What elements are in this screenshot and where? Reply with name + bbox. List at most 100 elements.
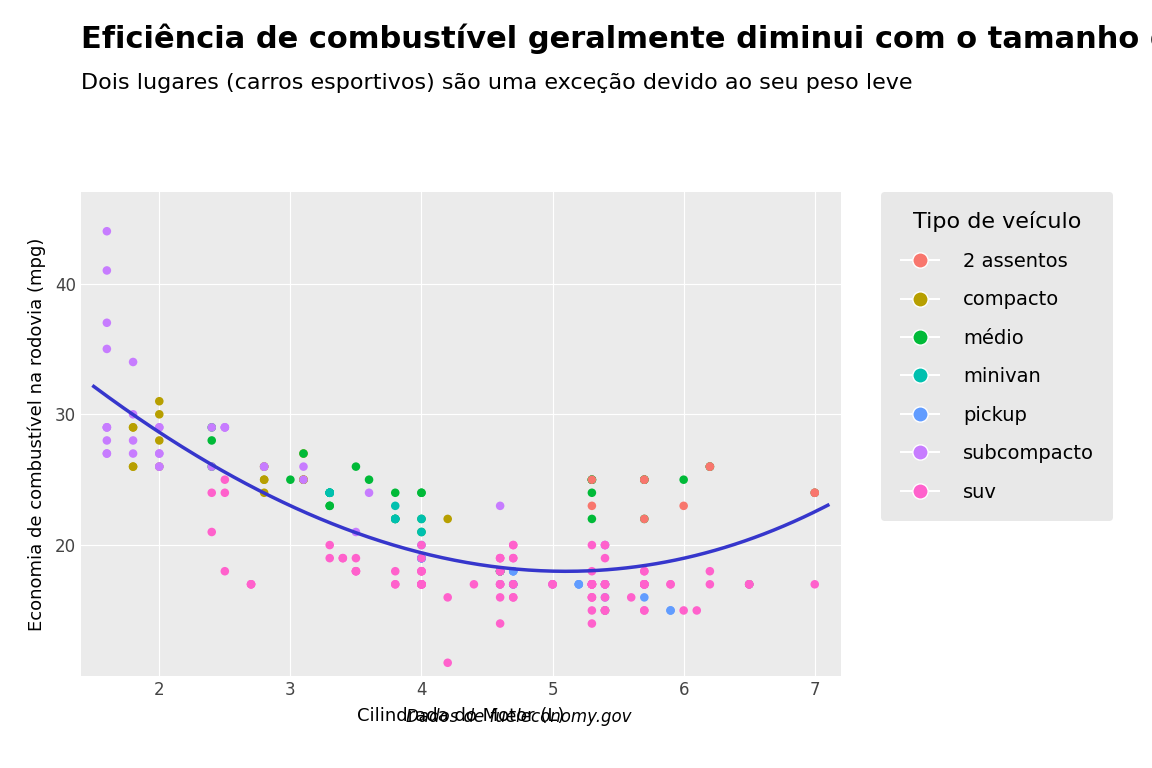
Point [583, 578, 601, 591]
Point [583, 474, 601, 486]
Point [505, 539, 523, 551]
Point [412, 552, 431, 564]
Point [294, 474, 312, 486]
Point [505, 578, 523, 591]
Point [412, 578, 431, 591]
Point [661, 604, 680, 617]
Point [583, 487, 601, 499]
Point [635, 474, 653, 486]
Point [544, 578, 562, 591]
Point [635, 474, 653, 486]
Point [386, 578, 404, 591]
Point [635, 604, 653, 617]
Text: Dados de fueleconomy.gov: Dados de fueleconomy.gov [406, 708, 631, 726]
Point [491, 565, 509, 578]
Point [596, 578, 614, 591]
Point [505, 578, 523, 591]
Point [255, 461, 273, 473]
Point [412, 539, 431, 551]
Point [635, 474, 653, 486]
Point [583, 578, 601, 591]
Point [281, 474, 300, 486]
Point [583, 591, 601, 604]
Point [635, 513, 653, 525]
Point [491, 552, 509, 564]
Point [491, 565, 509, 578]
Point [203, 435, 221, 447]
Point [505, 565, 523, 578]
Point [505, 591, 523, 604]
Point [412, 578, 431, 591]
Point [596, 539, 614, 551]
Point [688, 604, 706, 617]
Point [635, 578, 653, 591]
Point [386, 487, 404, 499]
Point [635, 578, 653, 591]
Point [347, 565, 365, 578]
Point [661, 578, 680, 591]
Point [386, 513, 404, 525]
Point [347, 565, 365, 578]
Point [505, 591, 523, 604]
Point [203, 461, 221, 473]
Point [596, 539, 614, 551]
Point [215, 565, 234, 578]
Point [412, 578, 431, 591]
Point [583, 591, 601, 604]
Point [150, 395, 168, 407]
Point [596, 578, 614, 591]
Point [635, 513, 653, 525]
Point [505, 578, 523, 591]
Point [674, 500, 692, 512]
Point [439, 657, 457, 669]
X-axis label: Cilindrada do Motor (L): Cilindrada do Motor (L) [357, 707, 564, 725]
Point [412, 526, 431, 538]
Point [674, 474, 692, 486]
Point [98, 421, 116, 433]
Point [294, 448, 312, 460]
Point [242, 578, 260, 591]
Point [255, 474, 273, 486]
Point [583, 578, 601, 591]
Point [386, 565, 404, 578]
Point [334, 552, 353, 564]
Point [150, 448, 168, 460]
Point [320, 487, 339, 499]
Point [124, 421, 143, 433]
Point [412, 578, 431, 591]
Point [583, 578, 601, 591]
Point [569, 578, 588, 591]
Point [583, 565, 601, 578]
Point [386, 513, 404, 525]
Point [255, 487, 273, 499]
Point [347, 526, 365, 538]
Point [635, 591, 653, 604]
Point [98, 264, 116, 276]
Point [215, 487, 234, 499]
Point [412, 513, 431, 525]
Point [635, 474, 653, 486]
Point [505, 578, 523, 591]
Point [505, 565, 523, 578]
Point [596, 578, 614, 591]
Point [215, 421, 234, 433]
Point [491, 565, 509, 578]
Point [320, 487, 339, 499]
Point [491, 578, 509, 591]
Point [700, 565, 719, 578]
Point [700, 461, 719, 473]
Point [412, 487, 431, 499]
Point [674, 604, 692, 617]
Point [124, 435, 143, 447]
Point [583, 474, 601, 486]
Point [700, 578, 719, 591]
Point [386, 500, 404, 512]
Point [412, 565, 431, 578]
Point [124, 408, 143, 420]
Point [583, 500, 601, 512]
Point [635, 604, 653, 617]
Point [700, 461, 719, 473]
Point [334, 552, 353, 564]
Point [320, 487, 339, 499]
Point [583, 578, 601, 591]
